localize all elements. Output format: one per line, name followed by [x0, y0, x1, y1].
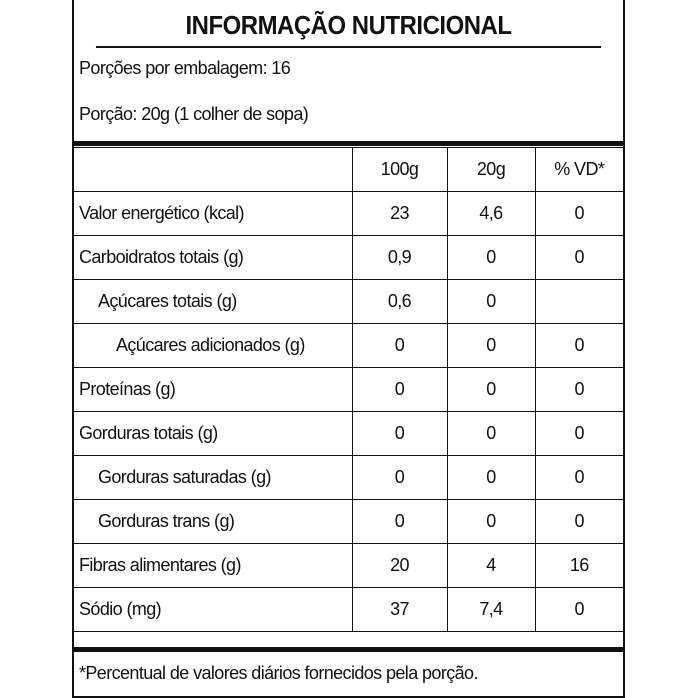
- table-row: Carboidratos totais (g) 0,9 0 0: [74, 235, 623, 280]
- value-20g: 0: [446, 367, 536, 412]
- table-row: Valor energético (kcal) 23 4,6 0: [74, 191, 623, 236]
- nutrient-name: Açúcares adicionados (g): [74, 323, 353, 368]
- value-100g: 0: [351, 411, 448, 456]
- value-20g: 0: [446, 279, 536, 324]
- value-20g: 0: [446, 411, 536, 456]
- value-100g: 0,6: [351, 279, 448, 324]
- value-vd: 0: [534, 499, 623, 544]
- value-20g: 4: [446, 543, 536, 588]
- header-20g: 20g: [446, 147, 536, 192]
- value-20g: 4,6: [446, 191, 536, 236]
- label-title: INFORMAÇÃO NUTRICIONAL: [95, 0, 602, 48]
- value-vd: 0: [534, 235, 623, 280]
- value-vd: [534, 279, 623, 324]
- nutrient-name: Sódio (mg): [74, 587, 353, 632]
- value-vd: 0: [534, 455, 623, 500]
- table-row: Gorduras totais (g) 0 0 0: [74, 411, 623, 456]
- header-nutrient: [74, 147, 353, 192]
- table-row: Gorduras saturadas (g) 0 0 0: [74, 455, 623, 500]
- value-100g: 37: [351, 587, 448, 632]
- value-100g: 23: [351, 191, 448, 236]
- nutrient-name: Açúcares totais (g): [74, 279, 353, 324]
- value-100g: 0: [351, 367, 448, 412]
- nutrition-facts-label: INFORMAÇÃO NUTRICIONAL Porções por embal…: [72, 0, 625, 698]
- value-100g: 0: [351, 455, 448, 500]
- table-header-row: 100g 20g % VD*: [74, 147, 623, 192]
- value-20g: 0: [446, 323, 536, 368]
- table-row: Proteínas (g) 0 0 0: [74, 367, 623, 412]
- value-20g: 0: [446, 499, 536, 544]
- header-vd: % VD*: [534, 147, 623, 192]
- value-vd: 16: [534, 543, 623, 588]
- header-100g: 100g: [351, 147, 448, 192]
- value-20g: 0: [446, 235, 536, 280]
- serving-size: Porção: 20g (1 colher de sopa): [79, 104, 309, 124]
- value-vd: 0: [534, 367, 623, 412]
- nutrient-name: Proteínas (g): [74, 367, 353, 412]
- value-20g: 0: [446, 455, 536, 500]
- nutrient-name: Fibras alimentares (g): [74, 543, 353, 588]
- table-row: Gorduras trans (g) 0 0 0: [74, 499, 623, 544]
- table-row: Sódio (mg) 37 7,4 0: [74, 587, 623, 632]
- footnote: *Percentual de valores diários fornecido…: [79, 663, 478, 683]
- value-20g: 7,4: [446, 587, 536, 632]
- servings-per-package: Porções por embalagem: 16: [79, 58, 291, 78]
- value-100g: 0,9: [351, 235, 448, 280]
- value-100g: 0: [351, 499, 448, 544]
- nutrient-name: Gorduras totais (g): [74, 411, 353, 456]
- value-vd: 0: [534, 323, 623, 368]
- table-row: Açúcares totais (g) 0,6 0: [74, 279, 623, 324]
- divider-thick: [74, 647, 623, 652]
- nutrient-name: Valor energético (kcal): [74, 191, 353, 236]
- value-vd: 0: [534, 411, 623, 456]
- nutrient-name: Carboidratos totais (g): [74, 235, 353, 280]
- nutrition-table: 100g 20g % VD* Valor energético (kcal) 23…: [74, 147, 623, 632]
- value-100g: 0: [351, 323, 448, 368]
- nutrient-name: Gorduras trans (g): [74, 499, 353, 544]
- nutrient-name: Gorduras saturadas (g): [74, 455, 353, 500]
- value-100g: 20: [351, 543, 448, 588]
- value-vd: 0: [534, 191, 623, 236]
- table-row: Fibras alimentares (g) 20 4 16: [74, 543, 623, 588]
- table-row: Açúcares adicionados (g) 0 0 0: [74, 323, 623, 368]
- divider-thick: [74, 141, 623, 146]
- value-vd: 0: [534, 587, 623, 632]
